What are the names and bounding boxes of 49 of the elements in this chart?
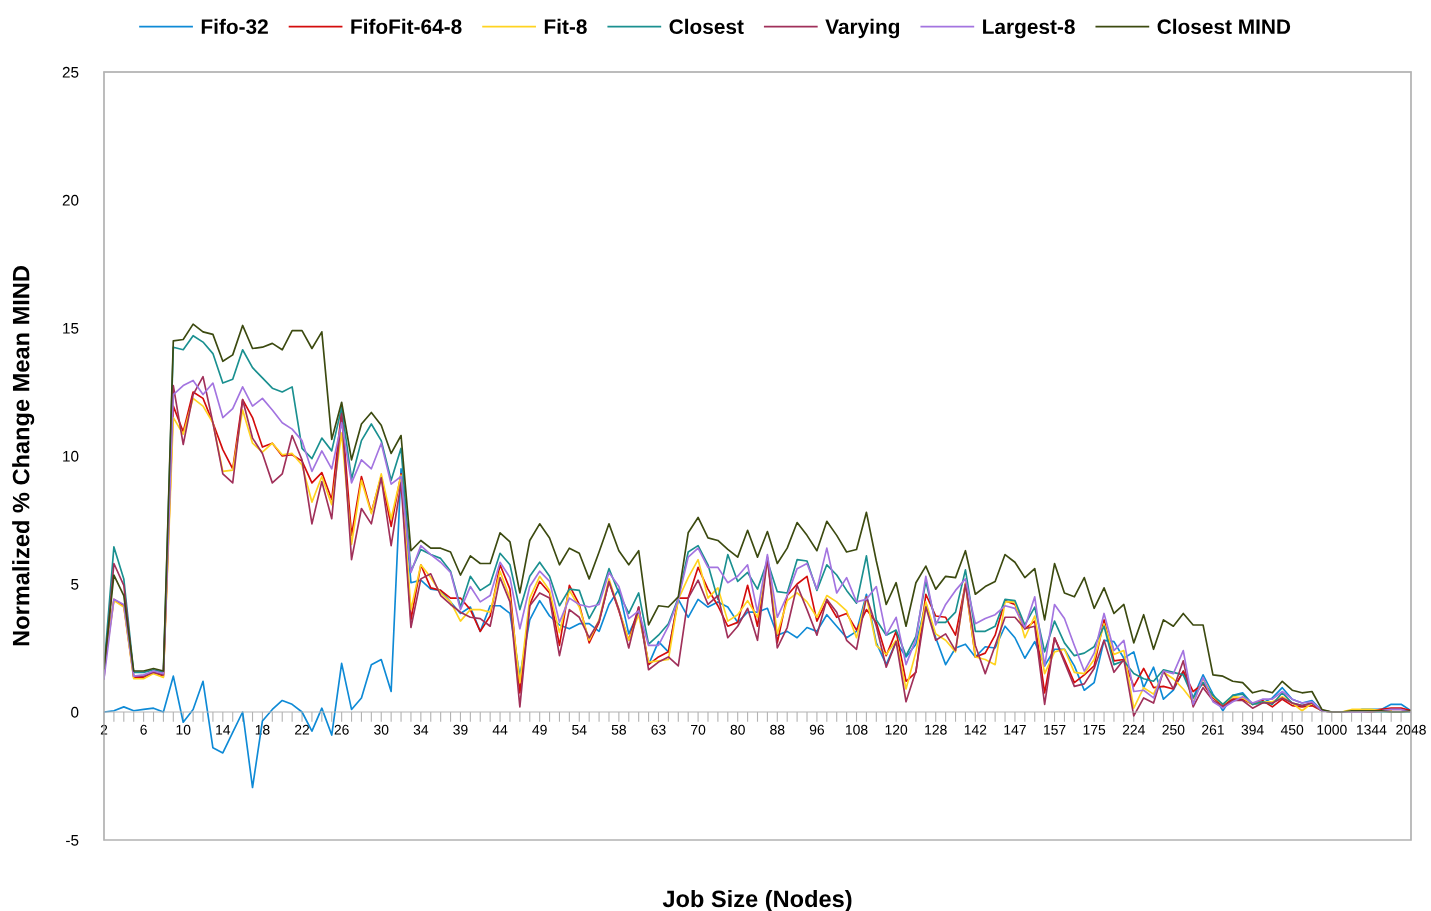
x-tick-label: 58 <box>611 724 626 735</box>
y-tick-label: 20 <box>62 194 79 206</box>
x-tick-label: 96 <box>809 724 825 735</box>
y-tick-label: 25 <box>62 66 79 78</box>
y-tick-label: -5 <box>66 835 79 846</box>
y-tick-label: 15 <box>63 323 79 334</box>
x-tick-label: 2 <box>100 724 108 735</box>
x-tick-label: 70 <box>691 724 706 735</box>
x-tick-label: 26 <box>334 724 349 735</box>
x-tick-label: 49 <box>532 724 547 735</box>
x-tick-label: 147 <box>1004 725 1026 735</box>
legend-label: Varying <box>825 18 900 39</box>
x-tick-label: 10 <box>176 724 191 735</box>
x-tick-label: 175 <box>1083 725 1106 735</box>
x-tick-label: 157 <box>1044 725 1066 735</box>
x-tick-label: 34 <box>413 724 429 735</box>
y-tick-label: 5 <box>71 579 79 590</box>
x-axis-title: Job Size (Nodes) <box>662 889 852 911</box>
legend-label: Closest <box>669 18 744 35</box>
x-tick-label: 54 <box>572 725 587 735</box>
x-tick-label: 394 <box>1241 724 1264 735</box>
x-tick-label: 22 <box>295 724 310 735</box>
x-tick-label: 6 <box>140 724 147 735</box>
x-tick-label: 224 <box>1122 724 1145 735</box>
legend-label: FifoFit-64-8 <box>351 18 462 35</box>
x-tick-label: 250 <box>1162 724 1185 735</box>
x-tick-label: 128 <box>925 724 947 735</box>
legend-label: Closest MIND <box>1157 18 1291 35</box>
x-tick-label: 39 <box>453 724 468 735</box>
x-tick-label: 14 <box>216 725 231 735</box>
legend-label: Fit-8 <box>544 18 587 35</box>
y-axis-title: Normalized % Change Mean MIND <box>12 266 35 646</box>
y-tick-label: 0 <box>71 706 79 718</box>
x-tick-label: 2048 <box>1396 724 1426 735</box>
x-tick-label: 80 <box>730 724 745 735</box>
x-tick-label: 450 <box>1280 724 1304 735</box>
y-tick-label: 10 <box>63 450 79 462</box>
x-tick-label: 63 <box>651 724 666 735</box>
x-tick-label: 1344 <box>1357 724 1387 735</box>
x-tick-label: 44 <box>492 725 508 735</box>
x-tick-label: 142 <box>964 724 987 735</box>
x-tick-label: 108 <box>845 724 868 735</box>
x-tick-label: 120 <box>885 724 908 735</box>
x-tick-label: 261 <box>1202 724 1224 735</box>
legend-label: Largest-8 <box>983 19 1075 39</box>
legend-label: Fifo-32 <box>201 18 268 35</box>
x-tick-label: 1000 <box>1317 724 1347 735</box>
x-tick-label: 88 <box>770 724 785 735</box>
x-tick-label: 30 <box>374 724 389 735</box>
